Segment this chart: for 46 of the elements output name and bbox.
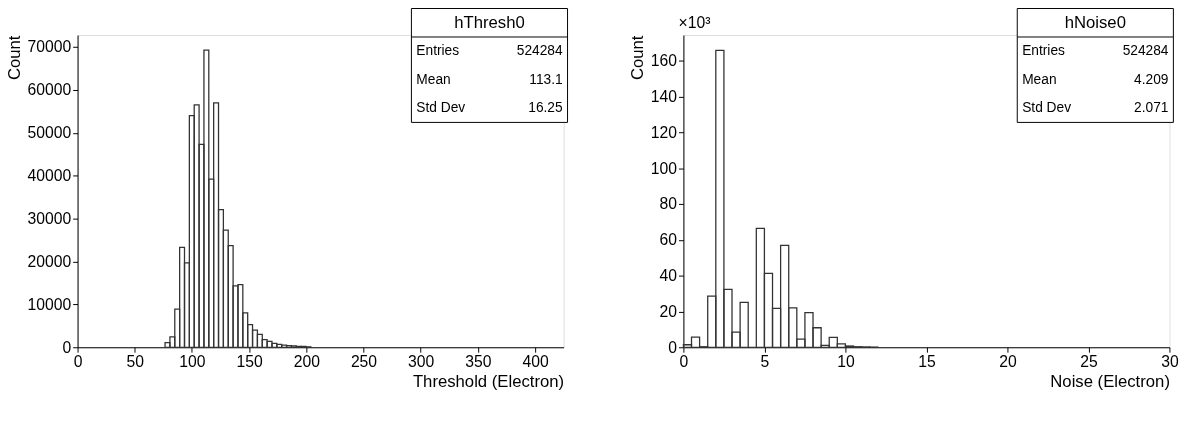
- y-axis-title: Count: [627, 35, 647, 81]
- y-tick-label: 30000: [27, 210, 72, 227]
- y-tick-label: 70000: [27, 38, 72, 56]
- x-tick-label: 15: [918, 353, 936, 371]
- y-tick-label: 0: [668, 338, 678, 356]
- y-tick-label: 20000: [27, 252, 72, 270]
- x-tick-label: 200: [293, 353, 321, 371]
- text: ×10³: [678, 14, 711, 32]
- x-axis-title: Noise (Electron): [1050, 372, 1170, 392]
- text: Mean 113.1: [416, 71, 563, 87]
- text: Mean 4.209: [1022, 71, 1169, 87]
- x-tick-label: 50: [126, 353, 145, 371]
- x-tick-label: 400: [522, 353, 549, 371]
- text: Entries 524284: [416, 43, 563, 59]
- x-tick-label: 350: [465, 353, 492, 371]
- y-tick-label: 0: [62, 338, 72, 356]
- y-tick-label: 40: [659, 267, 678, 285]
- y-tick-label: 80: [659, 195, 678, 213]
- x-axis-title: Threshold (Electron): [412, 372, 565, 392]
- y-tick-label: 50000: [27, 124, 72, 142]
- y-tick-label: 40000: [27, 167, 72, 185]
- x-tick-label: 0: [679, 353, 689, 371]
- x-tick-label: 300: [408, 353, 435, 371]
- y-axis-title: Count: [4, 35, 24, 81]
- x-tick-label: 150: [236, 353, 263, 371]
- x-tick-label: 0: [73, 353, 83, 371]
- x-tick-label: 10: [837, 353, 855, 371]
- chart-title: hThresh0: [454, 12, 525, 32]
- x-tick-label: 30: [1161, 353, 1179, 371]
- y-tick-label: 20: [659, 302, 678, 320]
- x-tick-label: 5: [760, 353, 770, 371]
- y-tick-label: 100: [650, 159, 678, 177]
- x-tick-label: 25: [1080, 353, 1098, 371]
- text: Entries 524284: [1022, 43, 1169, 59]
- y-tick-label: 140: [650, 87, 678, 105]
- chart-title: hNoise0: [1064, 12, 1126, 32]
- x-tick-label: 250: [350, 353, 378, 371]
- x-tick-label: 100: [179, 353, 206, 371]
- y-tick-label: 120: [650, 123, 678, 141]
- text: Std Dev 2.071: [1022, 100, 1169, 116]
- x-tick-label: 20: [999, 353, 1017, 371]
- y-tick-label: 10000: [27, 295, 72, 313]
- y-tick-label: 60000: [27, 81, 72, 99]
- text: Std Dev 16.25: [416, 100, 563, 116]
- y-tick-label: 60: [659, 231, 678, 249]
- y-tick-label: 160: [650, 52, 678, 70]
